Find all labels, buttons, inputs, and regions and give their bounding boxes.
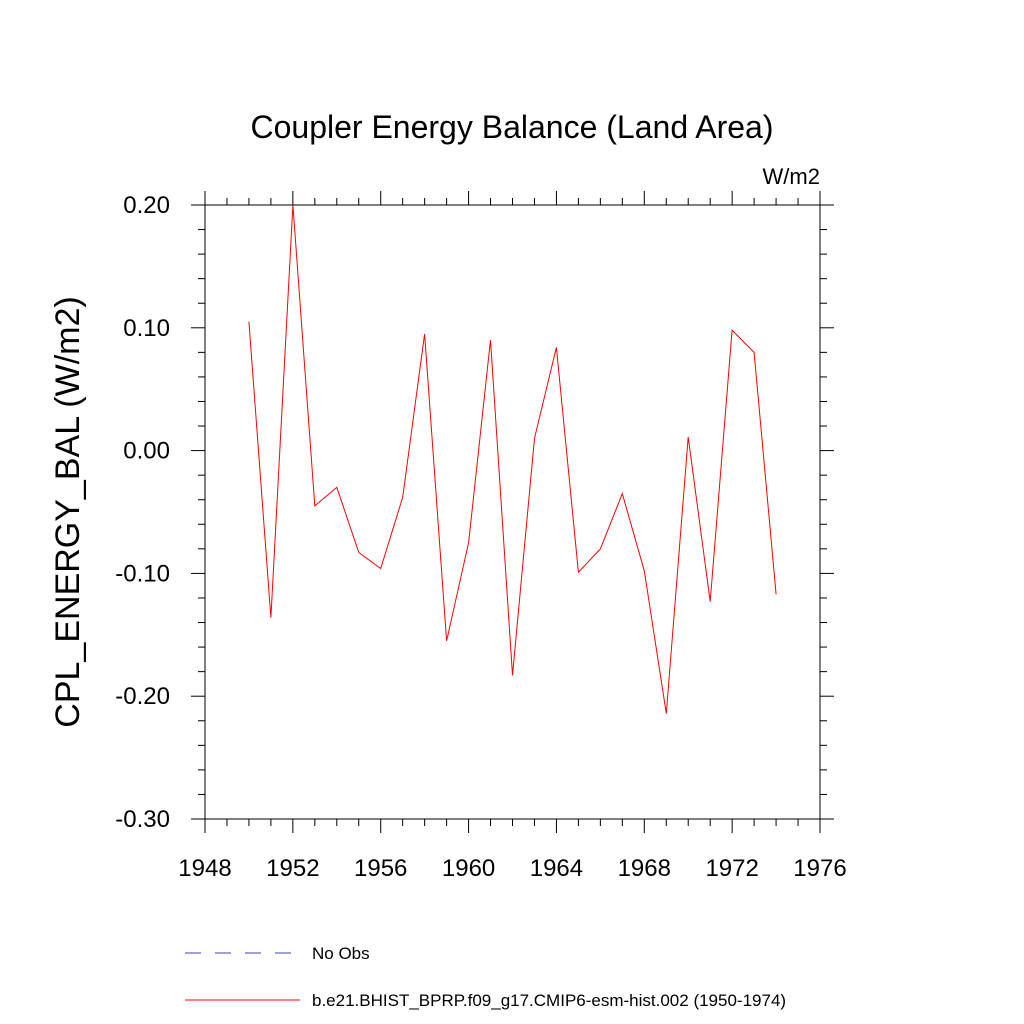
x-tick-label: 1960 <box>442 855 495 882</box>
x-tick-label: 1948 <box>178 855 231 882</box>
y-tick-label: 0.20 <box>123 192 170 219</box>
x-tick-label: 1956 <box>354 855 407 882</box>
units-label: W/m2 <box>763 164 820 189</box>
axis-ticks: 1948 1952 1956 1960 1964 1968 1972 1976 0.20 0.10… <box>115 191 847 882</box>
y-tick-label: -0.30 <box>115 806 170 833</box>
y-tick-label: -0.20 <box>115 683 170 710</box>
x-tick-label: 1968 <box>618 855 671 882</box>
x-tick-label: 1952 <box>266 855 319 882</box>
series-layer <box>248 204 777 714</box>
legend-label: No Obs <box>312 944 370 963</box>
y-axis-label: CPL_ENERGY_BAL (W/m2) <box>49 296 87 727</box>
x-tick-label: 1964 <box>530 855 583 882</box>
series-line <box>248 204 777 714</box>
x-tick-label: 1972 <box>705 855 758 882</box>
x-tick-label: 1976 <box>793 855 846 882</box>
chart-title: Coupler Energy Balance (Land Area) <box>251 109 774 145</box>
legend: No Obs b.e21.BHIST_BPRP.f09_g17.CMIP6-esm… <box>185 944 786 1010</box>
legend-label: b.e21.BHIST_BPRP.f09_g17.CMIP6-esm-hist.… <box>312 991 786 1010</box>
y-tick-label: 0.00 <box>123 438 170 465</box>
y-tick-label: -0.10 <box>115 560 170 587</box>
y-tick-label: 0.10 <box>123 315 170 342</box>
plot-frame <box>204 204 821 820</box>
